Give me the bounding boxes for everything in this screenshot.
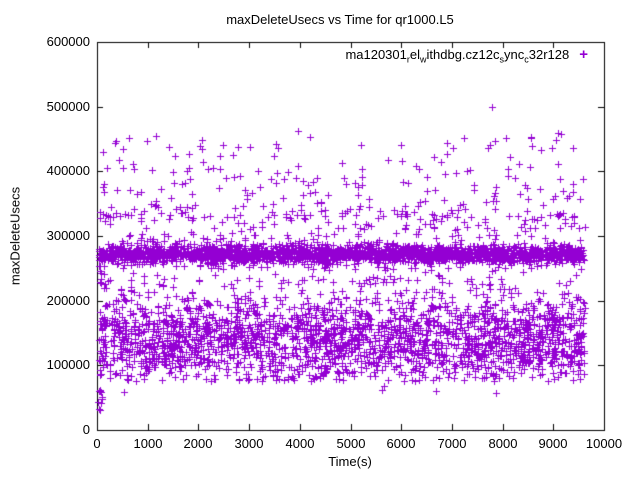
- y-tick-label: 100000: [46, 357, 90, 372]
- legend: ma120301relwithdbg.cz12csyncc32r128 +: [345, 47, 588, 65]
- y-tick-label: 0: [82, 422, 90, 437]
- x-tick-label: 3000: [234, 436, 264, 451]
- y-tick-label: 400000: [46, 163, 90, 178]
- x-axis-title: Time(s): [328, 454, 372, 469]
- legend-text-segment: ma120301: [345, 47, 407, 62]
- x-tick-label: 8000: [488, 436, 518, 451]
- legend-text-subscript: s: [499, 54, 505, 65]
- legend-text-segment: ync: [504, 47, 525, 62]
- y-tick-label: 500000: [46, 99, 90, 114]
- x-tick-label: 2000: [183, 436, 213, 451]
- x-tick-label: 7000: [437, 436, 467, 451]
- legend-text-subscript: r: [406, 54, 410, 65]
- x-tick-label: 10000: [585, 436, 623, 451]
- chart-title: maxDeleteUsecs vs Time for qr1000.L5: [226, 12, 454, 27]
- x-tick-label: 6000: [386, 436, 416, 451]
- plus-marker-icon: +: [579, 46, 588, 63]
- y-tick-label: 200000: [46, 293, 90, 308]
- x-tick-label: 5000: [336, 436, 366, 451]
- legend-text-segment: ithdbg.cz12c: [426, 47, 500, 62]
- x-tick-label: 0: [93, 436, 101, 451]
- x-tick-label: 1000: [133, 436, 163, 451]
- y-tick-label: 600000: [46, 34, 90, 49]
- legend-series-label: ma120301relwithdbg.cz12csyncc32r128: [345, 47, 569, 65]
- y-tick-label: 300000: [46, 228, 90, 243]
- x-tick-label: 4000: [285, 436, 315, 451]
- legend-text-segment: 32r128: [528, 47, 570, 62]
- x-tick-label: 9000: [538, 436, 568, 451]
- legend-text-subscript: c: [524, 54, 529, 65]
- legend-text-segment: el: [409, 47, 421, 62]
- legend-text-subscript: w: [420, 54, 427, 65]
